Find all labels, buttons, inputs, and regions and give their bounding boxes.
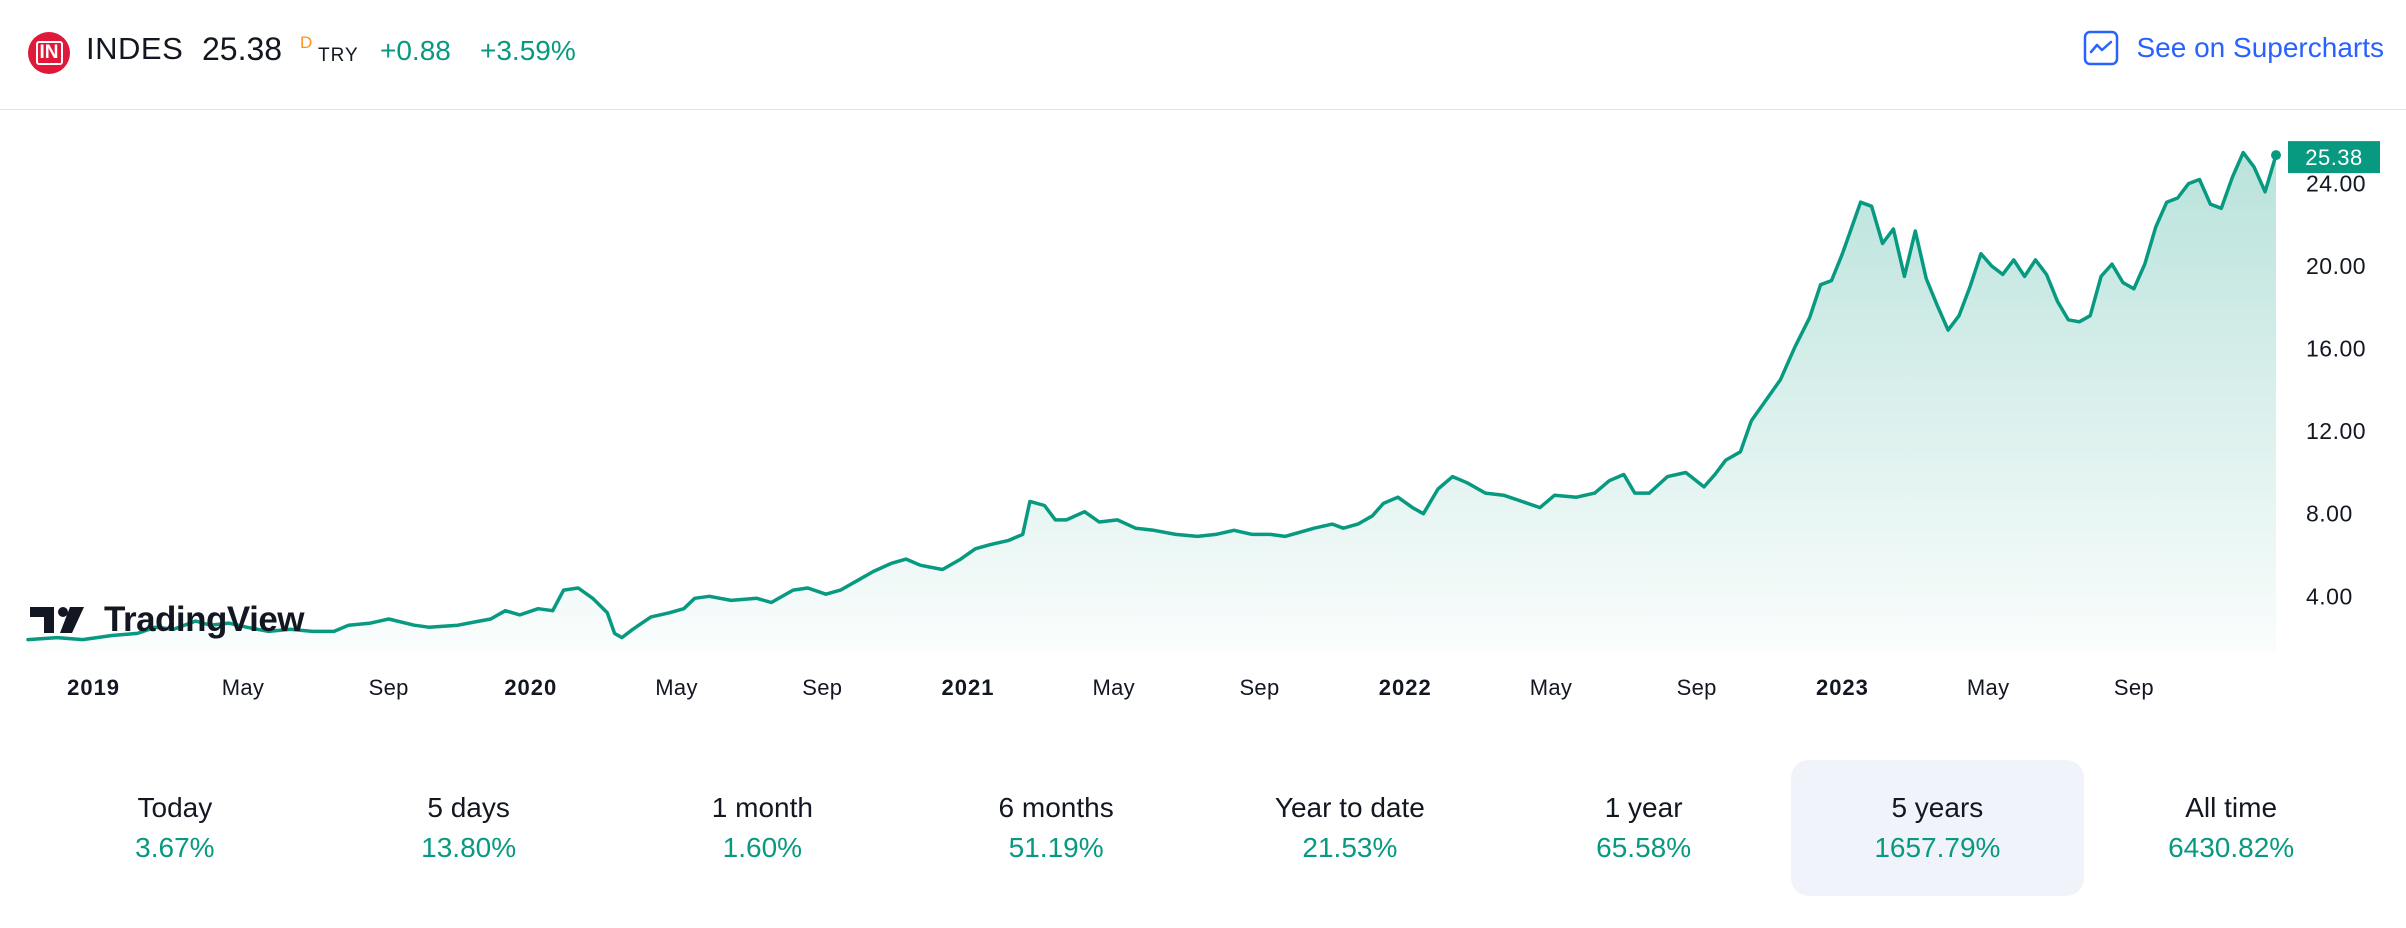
period-performance-bar: Today 3.67% 5 days 13.80% 1 month 1.60% 6 mont… — [28, 760, 2378, 896]
period-button-all-time[interactable]: All time 6430.82% — [2084, 760, 2378, 896]
x-axis-tick-label: May — [1530, 675, 1572, 700]
x-axis-tick-label: Sep — [802, 675, 842, 700]
period-return-value: 65.58% — [1596, 832, 1692, 863]
symbol-logo: IN — [28, 32, 70, 74]
period-return-value: 13.80% — [421, 832, 517, 863]
x-axis-tick-label: Sep — [369, 675, 409, 700]
y-axis-tick-label: 20.00 — [2306, 253, 2366, 279]
period-return-value: 3.67% — [135, 832, 215, 863]
see-on-supercharts-label: See on Supercharts — [2136, 32, 2385, 63]
price-line — [26, 150, 2278, 642]
period-label: 6 months — [998, 792, 1114, 823]
last-price-label-bg — [2288, 141, 2380, 174]
y-axis-tick-label: 8.00 — [2306, 501, 2353, 527]
period-button-5-years[interactable]: 5 years 1657.79% — [1790, 760, 2085, 896]
period-return-value: 1.60% — [722, 832, 803, 863]
y-axis-tick-label: 24.00 — [2306, 171, 2366, 197]
period-button-1-month[interactable]: 1 month 1.60% — [616, 760, 910, 896]
price-chart-svg: 4.00 8.00 12.00 16.00 20.00 24.00 2019 May Sep 2… — [26, 141, 2380, 700]
currency-label: TRY — [318, 45, 359, 66]
x-axis-tick-label: 2020 — [504, 675, 557, 700]
x-axis-tick-label: 2021 — [942, 675, 995, 700]
y-axis-tick-label: 12.00 — [2306, 418, 2366, 444]
see-on-supercharts-link[interactable]: See on Supercharts — [2083, 30, 2385, 66]
last-price-dot — [2271, 150, 2281, 161]
x-axis-tick-label: Sep — [1677, 675, 1717, 700]
symbol-logo-text: IN — [35, 41, 63, 65]
header: IN INDES 25.38 D TRY +0.88 +3.59% See on… — [0, 0, 2406, 110]
period-button-today[interactable]: Today 3.67% — [28, 760, 322, 896]
x-axis-tick-label: May — [1093, 675, 1135, 700]
price-change: +0.88 — [380, 35, 451, 66]
x-axis-tick-label: May — [1967, 675, 2009, 700]
period-button-1-year[interactable]: 1 year 65.58% — [1497, 760, 1791, 896]
period-return-value: 1657.79% — [1874, 832, 2001, 863]
period-button-6-months[interactable]: 6 months 51.19% — [909, 760, 1203, 896]
last-price: 25.38 — [202, 31, 283, 67]
x-axis-tick-label: May — [655, 675, 697, 700]
period-return-value: 6430.82% — [2168, 832, 2295, 863]
tradingview-wordmark: TradingView — [104, 600, 305, 639]
x-axis-tick-label: 2019 — [67, 675, 120, 700]
x-axis-tick-label: 2022 — [1379, 675, 1432, 700]
chart-icon — [2083, 30, 2118, 66]
period-return-value: 51.19% — [1008, 832, 1104, 863]
tradingview-watermark[interactable]: TradingView — [30, 600, 305, 640]
period-label: 5 years — [1891, 792, 1984, 823]
x-axis-tick-label: May — [222, 675, 264, 700]
period-return-value: 21.53% — [1302, 832, 1398, 863]
y-axis-tick-label: 4.00 — [2306, 583, 2353, 609]
period-button-5-days[interactable]: 5 days 13.80% — [322, 760, 616, 896]
period-label: 1 month — [711, 792, 813, 823]
y-axis-tick-label: 16.00 — [2306, 336, 2366, 362]
period-label: Today — [137, 792, 213, 823]
period-label: All time — [2185, 792, 2278, 823]
last-price-label: 25.38 — [2305, 145, 2363, 170]
price-area-fill — [28, 152, 2276, 652]
tradingview-logo-icon — [30, 607, 84, 633]
ticker-symbol: INDES — [86, 31, 184, 66]
price-chart[interactable]: 4.00 8.00 12.00 16.00 20.00 24.00 2019 May Sep 2… — [0, 112, 2406, 712]
delay-badge: D — [300, 33, 313, 52]
x-axis-tick-label: Sep — [1239, 675, 1279, 700]
period-label: Year to date — [1274, 792, 1425, 823]
x-axis-tick-label: Sep — [2114, 675, 2154, 700]
period-button-year-to-date[interactable]: Year to date 21.53% — [1203, 760, 1497, 896]
price-change-percent: +3.59% — [480, 35, 576, 66]
x-axis-tick-label: 2023 — [1816, 675, 1869, 700]
period-label: 5 days — [427, 792, 510, 823]
period-label: 1 year — [1604, 792, 1683, 823]
